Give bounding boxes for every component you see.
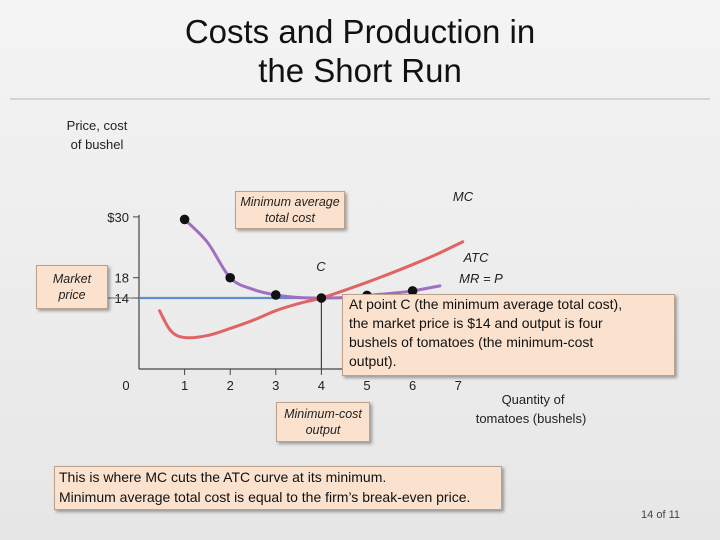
slide-title-line-2: the Short Run	[258, 52, 462, 89]
x-tick-label: 0	[122, 378, 129, 393]
y-axis-label-line-1: Price, cost	[67, 118, 128, 133]
slide-title-line-1: Costs and Production in	[184, 13, 536, 50]
x-tick-label: 7	[455, 378, 462, 393]
market-price-callout: Market price	[36, 265, 108, 309]
mc-curve-label: MC	[453, 189, 474, 204]
x-axis-label-line-2: tomatoes (bushels)	[476, 411, 587, 426]
market-price-label-line-1: Market	[52, 272, 92, 286]
point-c-note-line-4: output).	[349, 353, 397, 369]
x-tick-label: 6	[409, 378, 416, 393]
title-divider	[10, 98, 710, 100]
y-axis-label-line-2: of bushel	[71, 137, 124, 152]
atc-curve-label: ATC	[462, 250, 489, 265]
mr-line-label: MR = P	[459, 271, 503, 286]
data-point-marker	[271, 290, 281, 300]
x-axis-label-line-1: Quantity of	[502, 392, 565, 407]
x-tick-label: 5	[363, 378, 370, 393]
point-c-note-line-3: bushels of tomatoes (the minimum-cost	[349, 334, 594, 350]
min-avg-total-cost-callout: Minimum average total cost	[235, 191, 345, 229]
point-c-note-line-2: the market price is $14 and output is fo…	[349, 315, 603, 331]
slide-title: Costs and Production in the Short Run	[0, 0, 720, 96]
bottom-note-line-1: This is where MC cuts the ATC curve at i…	[59, 469, 387, 485]
min-avg-total-cost-line-1: Minimum average	[240, 195, 340, 209]
atc-curve	[183, 217, 442, 300]
market-price-label-line-2: price	[58, 288, 86, 302]
point-c-explanation-note: At point C (the minimum average total co…	[342, 294, 675, 376]
data-point-marker	[407, 286, 418, 296]
x-tick-label: 4	[318, 378, 325, 393]
mc-curve	[158, 240, 465, 340]
y-tick-label: $30	[107, 210, 129, 225]
point-c-note-line-1: At point C (the minimum average total co…	[349, 296, 623, 312]
page-number: 14 of 11	[641, 509, 680, 521]
data-point-marker	[179, 214, 190, 225]
min-cost-output-callout: Minimum-cost output	[276, 402, 370, 442]
x-tick-label: 3	[272, 378, 279, 393]
point-c-label: C	[316, 259, 326, 274]
data-point-marker	[225, 272, 235, 283]
min-avg-total-cost-line-2: total cost	[264, 211, 316, 225]
break-even-explanation-note: This is where MC cuts the ATC curve at i…	[54, 466, 502, 510]
min-cost-output-line-2: output	[305, 423, 341, 437]
y-tick-label: 18	[115, 271, 129, 286]
x-tick-label: 1	[181, 378, 188, 393]
bottom-note-line-2: Minimum average total cost is equal to t…	[59, 489, 471, 505]
data-point-marker	[316, 293, 327, 303]
min-cost-output-line-1: Minimum-cost	[284, 407, 362, 421]
x-tick-label: 2	[227, 378, 234, 393]
